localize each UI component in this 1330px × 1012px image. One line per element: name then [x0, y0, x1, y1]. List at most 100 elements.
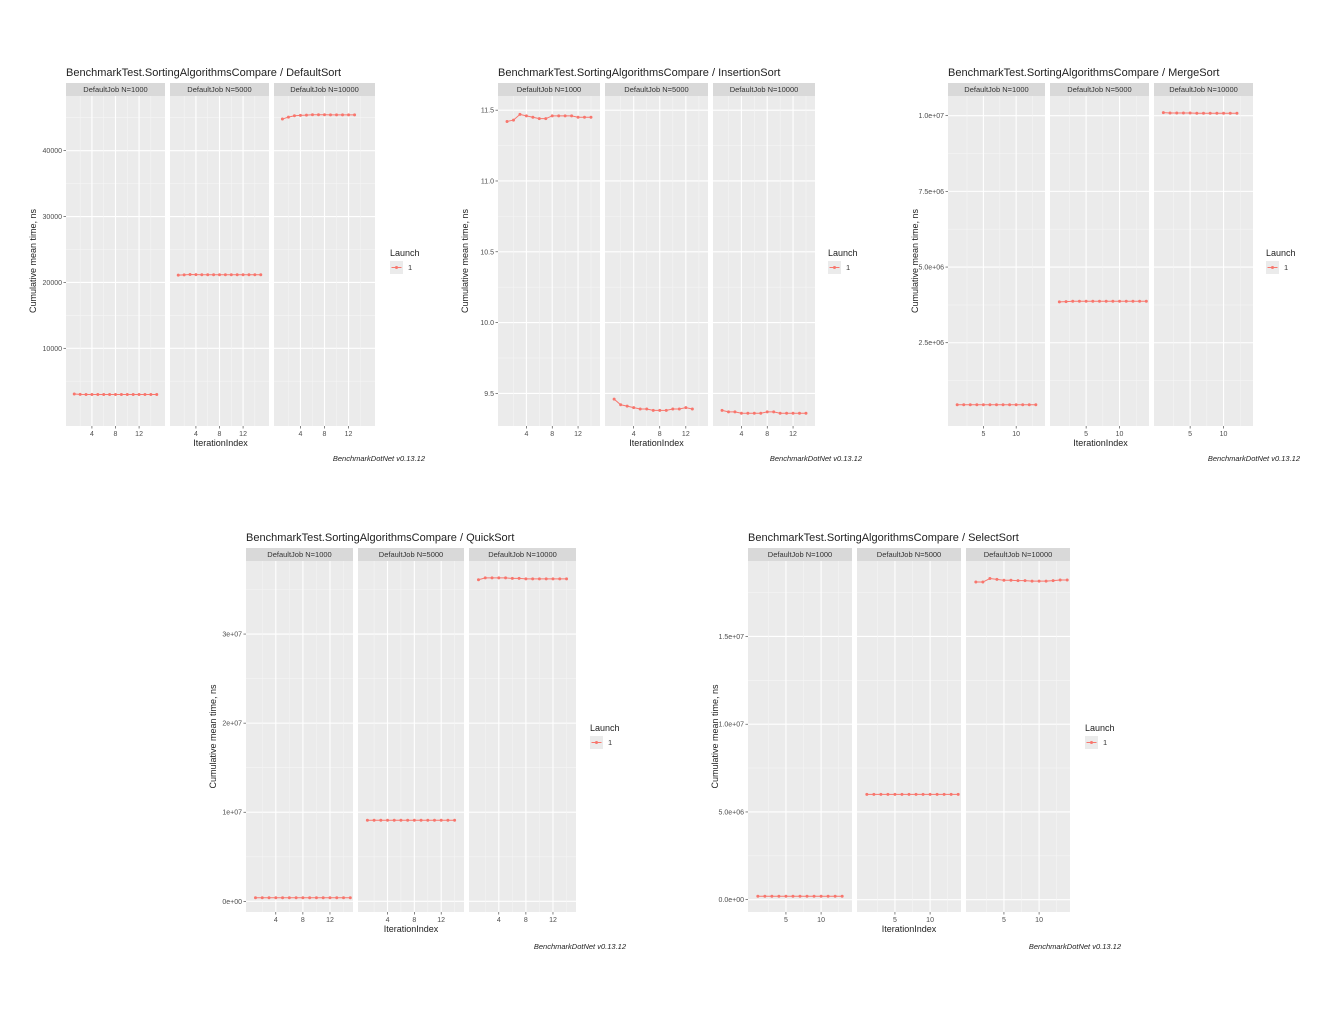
- data-point: [935, 792, 939, 796]
- data-point: [504, 576, 508, 580]
- x-tick-label: 4: [524, 431, 528, 438]
- y-tick-label: 20000: [43, 280, 63, 287]
- panel-background: [948, 96, 1045, 426]
- data-point: [341, 113, 345, 117]
- y-tick-label: 3e+07: [222, 632, 242, 639]
- chart-5: BenchmarkTest.SortingAlgorithmsCompare /…: [710, 532, 1122, 951]
- caption: BenchmarkDotNet v0.13.12: [770, 454, 863, 463]
- data-point: [658, 408, 662, 412]
- data-point: [798, 411, 802, 415]
- x-tick-label: 8: [524, 917, 528, 924]
- caption: BenchmarkDotNet v0.13.12: [1208, 454, 1301, 463]
- facet-panel: DefaultJob N=5000 4 8 12: [170, 83, 269, 438]
- data-point: [1111, 299, 1115, 303]
- x-tick-label: 4: [194, 431, 198, 438]
- chart-3: BenchmarkTest.SortingAlgorithmsCompare /…: [910, 67, 1301, 463]
- data-point: [78, 392, 82, 396]
- data-point: [281, 896, 285, 900]
- data-point: [1084, 299, 1088, 303]
- data-point: [517, 576, 521, 580]
- y-axis-title: Cumulative mean time, ns: [910, 208, 920, 313]
- caption: BenchmarkDotNet v0.13.12: [333, 454, 426, 463]
- x-tick-label: 5: [981, 431, 985, 438]
- facet-label: DefaultJob N=1000: [964, 85, 1028, 94]
- data-point: [804, 411, 808, 415]
- data-point: [229, 273, 233, 277]
- data-point: [1131, 299, 1135, 303]
- x-axis-title: IterationIndex: [384, 924, 439, 934]
- facet-strip: [274, 83, 375, 96]
- data-point: [988, 403, 992, 407]
- x-tick-label: 8: [301, 917, 305, 924]
- data-point: [1124, 299, 1128, 303]
- legend-key-point: [1271, 266, 1274, 269]
- facet-panel: DefaultJob N=5000 5 10: [857, 548, 961, 924]
- y-tick-label: 1.5e+07: [719, 634, 745, 641]
- data-point: [218, 273, 221, 277]
- data-point: [1181, 111, 1185, 115]
- facet-panel: DefaultJob N=10000 4 8 12: [713, 83, 815, 438]
- y-axis-title: Cumulative mean time, ns: [208, 684, 218, 789]
- data-point: [241, 273, 245, 277]
- data-point: [1008, 403, 1012, 407]
- data-point: [432, 818, 436, 822]
- data-point: [784, 894, 788, 898]
- legend-key-point: [1090, 741, 1093, 744]
- data-point: [544, 577, 548, 581]
- facet-label: DefaultJob N=5000: [877, 550, 941, 559]
- data-point: [1016, 579, 1020, 583]
- x-tick-label: 10: [926, 917, 934, 924]
- data-point: [1064, 300, 1068, 304]
- data-point: [483, 576, 487, 580]
- data-point: [726, 410, 730, 414]
- legend-title: Launch: [828, 248, 858, 258]
- data-point: [1023, 579, 1027, 583]
- data-point: [589, 115, 593, 119]
- data-point: [446, 818, 450, 822]
- data-point: [1077, 299, 1081, 303]
- data-point: [900, 792, 904, 796]
- data-point: [259, 273, 263, 277]
- y-tick-label: 2e+07: [222, 721, 242, 728]
- facet-label: DefaultJob N=10000: [488, 550, 557, 559]
- chart-title: BenchmarkTest.SortingAlgorithmsCompare /…: [246, 532, 514, 544]
- data-point: [981, 403, 985, 407]
- data-point: [1014, 403, 1018, 407]
- legend-label: 1: [608, 738, 612, 747]
- data-point: [537, 117, 541, 121]
- x-tick-label: 4: [274, 917, 278, 924]
- facet-label: DefaultJob N=10000: [290, 85, 359, 94]
- chart-title: BenchmarkTest.SortingAlgorithmsCompare /…: [66, 67, 341, 79]
- y-tick-label: 10000: [43, 346, 63, 353]
- x-tick-label: 12: [549, 917, 557, 924]
- data-point: [570, 114, 574, 118]
- data-point: [96, 392, 100, 396]
- legend: Launch 1: [1085, 723, 1115, 749]
- y-tick-label: 2.5e+06: [919, 340, 945, 347]
- data-point: [690, 407, 694, 411]
- data-point: [348, 896, 352, 900]
- y-axis-title: Cumulative mean time, ns: [28, 208, 38, 313]
- data-point: [323, 113, 326, 117]
- data-point: [1091, 299, 1095, 303]
- caption: BenchmarkDotNet v0.13.12: [534, 942, 627, 951]
- facet-label: DefaultJob N=1000: [83, 85, 147, 94]
- x-tick-label: 4: [632, 431, 636, 438]
- data-point: [752, 411, 756, 415]
- data-point: [671, 407, 675, 411]
- x-tick-label: 8: [323, 431, 327, 438]
- data-point: [544, 117, 548, 121]
- data-point: [182, 273, 186, 277]
- facet-label: DefaultJob N=1000: [768, 550, 832, 559]
- data-point: [412, 818, 416, 822]
- data-point: [798, 894, 802, 898]
- data-point: [1208, 111, 1212, 115]
- data-point: [1188, 111, 1192, 115]
- data-point: [379, 818, 383, 822]
- data-point: [819, 894, 823, 898]
- data-point: [576, 115, 580, 119]
- y-tick-label: 30000: [43, 214, 63, 221]
- data-point: [739, 411, 743, 415]
- data-point: [102, 392, 106, 396]
- panel-background: [748, 561, 852, 912]
